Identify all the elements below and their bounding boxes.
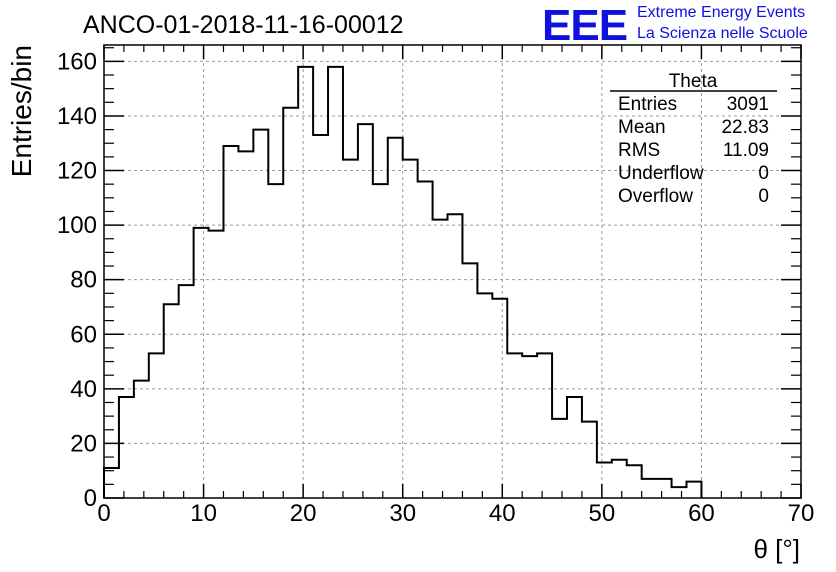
y-tick-label: 160 (57, 48, 97, 75)
stats-label: Underflow (618, 163, 704, 184)
y-tick-label: 20 (70, 430, 97, 457)
stats-rows: Entries 3091 Mean 22.83 RMS 11.09 Underflow 0 Ov… (618, 94, 769, 207)
x-tick-label: 50 (589, 500, 616, 527)
y-tick-label: 40 (70, 376, 97, 403)
y-tick-label: 0 (84, 485, 97, 512)
x-tick-label: 60 (688, 500, 715, 527)
eee-logo: EEE Extreme Energy Events La Scienza nel… (542, 1, 808, 50)
y-tick-label: 140 (57, 103, 97, 130)
stats-value: 0 (758, 163, 769, 184)
x-tick-label: 10 (190, 500, 217, 527)
stats-label: RMS (618, 140, 660, 161)
stats-box: Theta Entries 3091 Mean 22.83 RMS 11.09 Underf… (610, 71, 777, 207)
logo-line-1: Extreme Energy Events (637, 4, 805, 21)
y-tick-label: 80 (70, 267, 97, 294)
histogram-series (103, 65, 703, 498)
stats-value: 3091 (727, 94, 769, 115)
x-tick-label: 20 (290, 500, 317, 527)
y-tick-label: 120 (57, 158, 97, 185)
x-tick-label: 30 (389, 500, 416, 527)
y-tick-label: 100 (57, 212, 97, 239)
chart-title: ANCO-01-2018-11-16-00012 (83, 11, 404, 39)
eee-logo-mark: EEE (542, 1, 627, 50)
x-axis-label: θ [°] (753, 534, 800, 564)
stats-label: Entries (618, 94, 677, 115)
plot-frame (103, 44, 802, 499)
x-tick-labels: 0 10 20 30 40 50 60 70 (97, 500, 814, 527)
y-tick-label: 60 (70, 321, 97, 348)
grid-lines (104, 45, 801, 498)
logo-line-2: La Scienza nelle Scuole (637, 25, 808, 42)
y-tick-labels: 0 20 40 60 80 100 120 140 160 (57, 48, 97, 512)
stats-value: 11.09 (723, 140, 769, 161)
x-tick-label: 70 (788, 500, 815, 527)
axis-ticks (103, 45, 802, 499)
y-axis-label: Entries/bin (6, 45, 37, 177)
stats-value: 0 (758, 186, 769, 207)
x-tick-label: 0 (97, 500, 110, 527)
stats-label: Mean (618, 117, 666, 138)
stats-title: Theta (669, 71, 718, 92)
stats-value: 22.83 (721, 117, 769, 138)
x-tick-label: 40 (489, 500, 516, 527)
stats-label: Overflow (618, 186, 693, 207)
